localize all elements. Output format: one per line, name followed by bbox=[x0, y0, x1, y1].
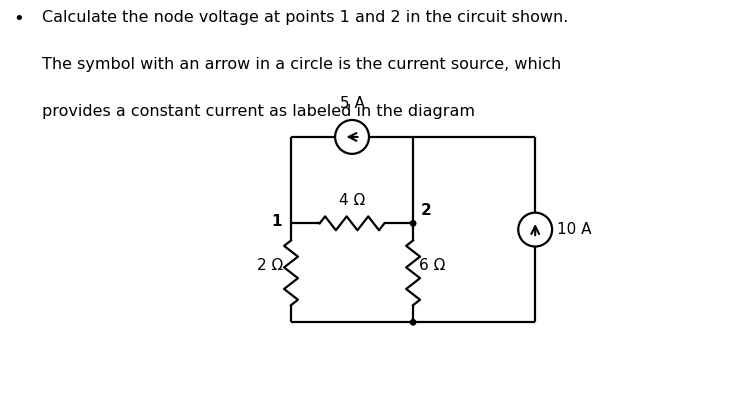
Text: •: • bbox=[14, 10, 24, 28]
Text: 2 Ω: 2 Ω bbox=[257, 257, 283, 273]
Text: 10 A: 10 A bbox=[556, 222, 591, 237]
Text: 6 Ω: 6 Ω bbox=[419, 257, 445, 273]
Circle shape bbox=[411, 221, 416, 226]
Text: 4 Ω: 4 Ω bbox=[339, 193, 365, 208]
Text: 5 A: 5 A bbox=[340, 96, 365, 111]
Text: The symbol with an arrow in a circle is the current source, which: The symbol with an arrow in a circle is … bbox=[42, 57, 561, 72]
Text: 1: 1 bbox=[271, 214, 282, 229]
Text: Calculate the node voltage at points 1 and 2 in the circuit shown.: Calculate the node voltage at points 1 a… bbox=[42, 10, 568, 25]
Circle shape bbox=[411, 319, 416, 325]
Text: 2: 2 bbox=[421, 204, 432, 219]
Text: provides a constant current as labeled in the diagram: provides a constant current as labeled i… bbox=[42, 104, 475, 119]
